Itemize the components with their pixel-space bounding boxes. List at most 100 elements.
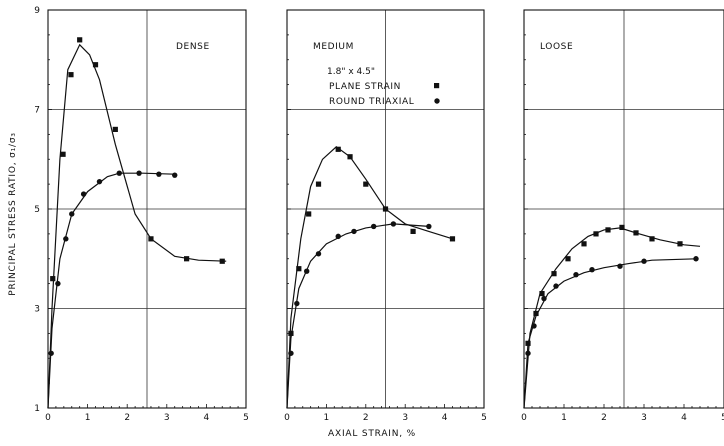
y-axis-label: PRINCIPAL STRESS RATIO, σ₁/σ₃ xyxy=(8,132,18,296)
round-triaxial-point xyxy=(315,251,322,257)
round-triaxial-point xyxy=(589,266,595,273)
series-line-plane-strain xyxy=(286,146,453,409)
plane-strain-point xyxy=(219,258,225,264)
plane-strain-point xyxy=(382,206,389,212)
x-axis-label: AXIAL STRAIN, % xyxy=(328,429,416,439)
plane-strain-point xyxy=(533,310,539,317)
plane-strain-point xyxy=(363,181,369,187)
plane-strain-point xyxy=(539,290,545,297)
round-triaxial-point xyxy=(156,171,162,177)
plane-strain-point xyxy=(288,330,294,336)
plane-strain-point xyxy=(581,241,587,247)
panel-loose: 0 1 2 3 4 5 LOOSE xyxy=(521,9,724,423)
round-triaxial-point xyxy=(288,350,294,356)
legend: 1.8" x 4.5" PLANE STRAIN ROUND TRIAXIAL xyxy=(327,67,440,107)
round-triaxial-point xyxy=(390,221,397,227)
y-tick-label: 9 xyxy=(34,6,40,16)
x-tick-label: 2 xyxy=(601,413,607,423)
x-tick-label: 4 xyxy=(442,413,448,423)
x-tick-label: 3 xyxy=(641,413,647,423)
round-triaxial-point xyxy=(69,211,75,217)
plane-strain-point xyxy=(112,126,118,132)
plane-strain-point xyxy=(315,181,322,187)
series-line-round-triaxial xyxy=(47,172,175,409)
legend-square-marker xyxy=(434,83,440,89)
plane-strain-point xyxy=(619,224,625,231)
x-tick-label: 3 xyxy=(402,413,408,423)
y-tick-label: 7 xyxy=(34,106,40,116)
panel-title: MEDIUM xyxy=(313,42,354,52)
round-triaxial-point xyxy=(370,223,377,230)
round-triaxial-point xyxy=(617,263,623,269)
plane-strain-point xyxy=(335,146,341,152)
round-triaxial-point xyxy=(351,228,357,235)
plane-strain-point xyxy=(449,236,456,242)
plane-strain-point xyxy=(410,228,416,234)
round-triaxial-point xyxy=(55,280,61,287)
plane-strain-point xyxy=(68,72,74,78)
x-tick-label: 2 xyxy=(363,413,369,423)
plane-strain-point xyxy=(77,37,83,43)
legend-circle-marker xyxy=(434,98,440,104)
series-line-round-triaxial xyxy=(523,258,697,409)
round-triaxial-point xyxy=(304,268,310,274)
x-tick-label: 3 xyxy=(164,413,170,423)
plane-strain-point xyxy=(306,211,312,217)
round-triaxial-point xyxy=(541,295,547,302)
plane-strain-point xyxy=(605,227,611,233)
round-triaxial-point xyxy=(426,223,432,230)
round-triaxial-point xyxy=(641,258,647,264)
plane-strain-point xyxy=(60,151,66,157)
x-tick-label: 4 xyxy=(204,413,210,423)
x-tick-label: 0 xyxy=(284,413,290,423)
x-tick-label: 1 xyxy=(324,413,330,423)
round-triaxial-point xyxy=(573,271,579,278)
round-triaxial-point xyxy=(553,283,559,289)
x-tick-label: 4 xyxy=(681,413,687,423)
y-tick-label: 3 xyxy=(34,305,40,315)
round-triaxial-point xyxy=(294,300,300,307)
round-triaxial-point xyxy=(531,323,537,329)
x-tick-label: 1 xyxy=(561,413,567,423)
round-triaxial-point xyxy=(116,170,122,176)
round-triaxial-point xyxy=(63,236,69,242)
legend-header: 1.8" x 4.5" xyxy=(327,67,375,77)
legend-label-round-triaxial: ROUND TRIAXIAL xyxy=(329,97,414,107)
round-triaxial-point xyxy=(335,233,341,240)
plane-strain-point xyxy=(593,231,599,237)
plane-strain-point xyxy=(633,230,639,236)
round-triaxial-point xyxy=(693,256,699,262)
round-triaxial-point xyxy=(525,350,531,356)
legend-label-plane-strain: PLANE STRAIN xyxy=(329,82,401,92)
x-tick-label: 5 xyxy=(243,413,249,423)
plane-strain-point xyxy=(184,256,190,262)
plane-strain-point xyxy=(551,271,557,277)
x-tick-label: 5 xyxy=(721,413,724,423)
series-line-plane-strain xyxy=(523,227,701,409)
plane-strain-point xyxy=(50,276,56,282)
x-tick-label: 0 xyxy=(521,413,527,423)
round-triaxial-point xyxy=(172,172,178,178)
plane-strain-point xyxy=(347,154,353,160)
x-tick-label: 2 xyxy=(124,413,130,423)
plane-strain-point xyxy=(677,241,683,247)
panel-title: LOOSE xyxy=(540,42,573,52)
plane-strain-point xyxy=(148,236,154,242)
round-triaxial-point xyxy=(80,191,87,197)
plane-strain-point xyxy=(296,266,302,272)
plane-strain-point xyxy=(565,256,571,262)
y-tick-label: 1 xyxy=(34,404,40,414)
x-tick-label: 1 xyxy=(85,413,91,423)
plane-strain-point xyxy=(649,236,655,242)
y-tick-label: 5 xyxy=(34,205,40,215)
round-triaxial-point xyxy=(96,178,103,185)
plane-strain-point xyxy=(92,62,99,68)
panel-medium: 0 1 2 3 4 5 MEDIUM xyxy=(284,9,487,423)
series-line-plane-strain xyxy=(47,43,227,409)
round-triaxial-point xyxy=(48,350,54,356)
x-tick-label: 5 xyxy=(481,413,487,423)
panel-title: DENSE xyxy=(176,42,210,52)
